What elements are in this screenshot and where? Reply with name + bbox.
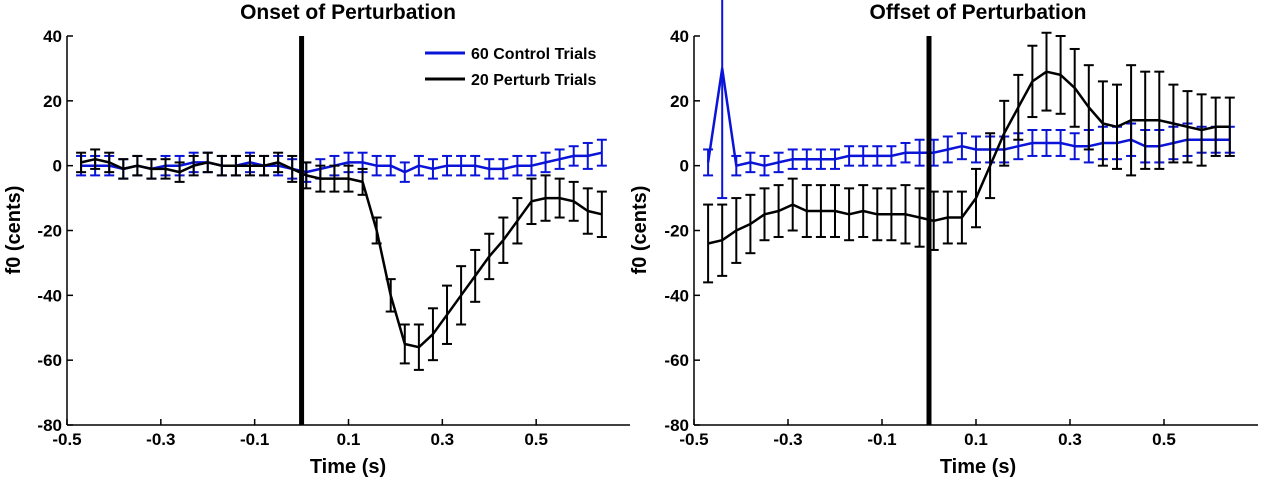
x-tick-label: 0.3 <box>1058 430 1082 449</box>
series-perturb <box>703 31 1235 284</box>
legend-label-control: 60 Control Trials <box>471 46 596 63</box>
x-tick-label: 0.1 <box>337 430 361 449</box>
y-tick-label: 0 <box>680 157 689 176</box>
offset-panel: Offset of Perturbation f0 (cents) Time (… <box>629 0 1258 478</box>
x-axis-label: Time (s) <box>940 456 1016 478</box>
x-tick-label: -0.3 <box>773 430 802 449</box>
series-perturb <box>76 148 607 371</box>
x-tick-label: -0.5 <box>52 430 81 449</box>
y-axis-label: f0 (cents) <box>629 186 651 275</box>
x-tick-label: -0.3 <box>146 430 175 449</box>
series-line <box>706 67 1230 167</box>
onset-panel: Onset of Perturbation f0 (cents) Time (s… <box>3 1 630 478</box>
y-tick-label: -60 <box>37 351 62 370</box>
series-line <box>707 70 1230 245</box>
offset-plot-area: -80 -60 -40 -20 0 20 40 -0.5 -0.3 -0.1 0.1 0.3 0.5 <box>664 0 1258 449</box>
y-tick-label: 0 <box>53 157 62 176</box>
legend: 60 Control Trials 20 Perturb Trials <box>425 46 596 89</box>
onset-plot-area: -80 -60 -40 -20 0 20 40 -0.5 -0.3 -0.1 0.1 0.3 0.5 <box>37 27 630 449</box>
legend-label-perturb: 20 Perturb Trials <box>471 72 596 89</box>
y-tick-label: -80 <box>664 416 689 435</box>
x-tick-label: 0.5 <box>524 430 548 449</box>
series-line <box>81 151 603 174</box>
y-tick-label: 20 <box>43 92 62 111</box>
x-tick-label: 0.3 <box>431 430 455 449</box>
x-tick-label: 0.5 <box>1152 430 1176 449</box>
y-axis-label: f0 (cents) <box>3 186 25 275</box>
y-tick-label: -20 <box>664 222 689 241</box>
y-tick-label: -20 <box>37 222 62 241</box>
panel-title: Onset of Perturbation <box>240 1 456 24</box>
x-tick-label: 0.1 <box>964 430 988 449</box>
series-control <box>76 138 607 183</box>
y-tick-label: -80 <box>37 416 62 435</box>
y-tick-label: -40 <box>37 286 62 305</box>
x-tick-label: -0.5 <box>679 430 708 449</box>
x-tick-label: -0.1 <box>867 430 896 449</box>
y-tick-label: -60 <box>664 351 689 370</box>
x-axis-label: Time (s) <box>310 456 386 478</box>
y-tick-label: 40 <box>670 27 689 46</box>
y-tick-label: -40 <box>664 286 689 305</box>
x-tick-label: -0.1 <box>240 430 269 449</box>
y-tick-label: 20 <box>670 92 689 111</box>
panel-title: Offset of Perturbation <box>869 1 1086 24</box>
series-line <box>80 157 603 349</box>
y-tick-label: 40 <box>43 27 62 46</box>
